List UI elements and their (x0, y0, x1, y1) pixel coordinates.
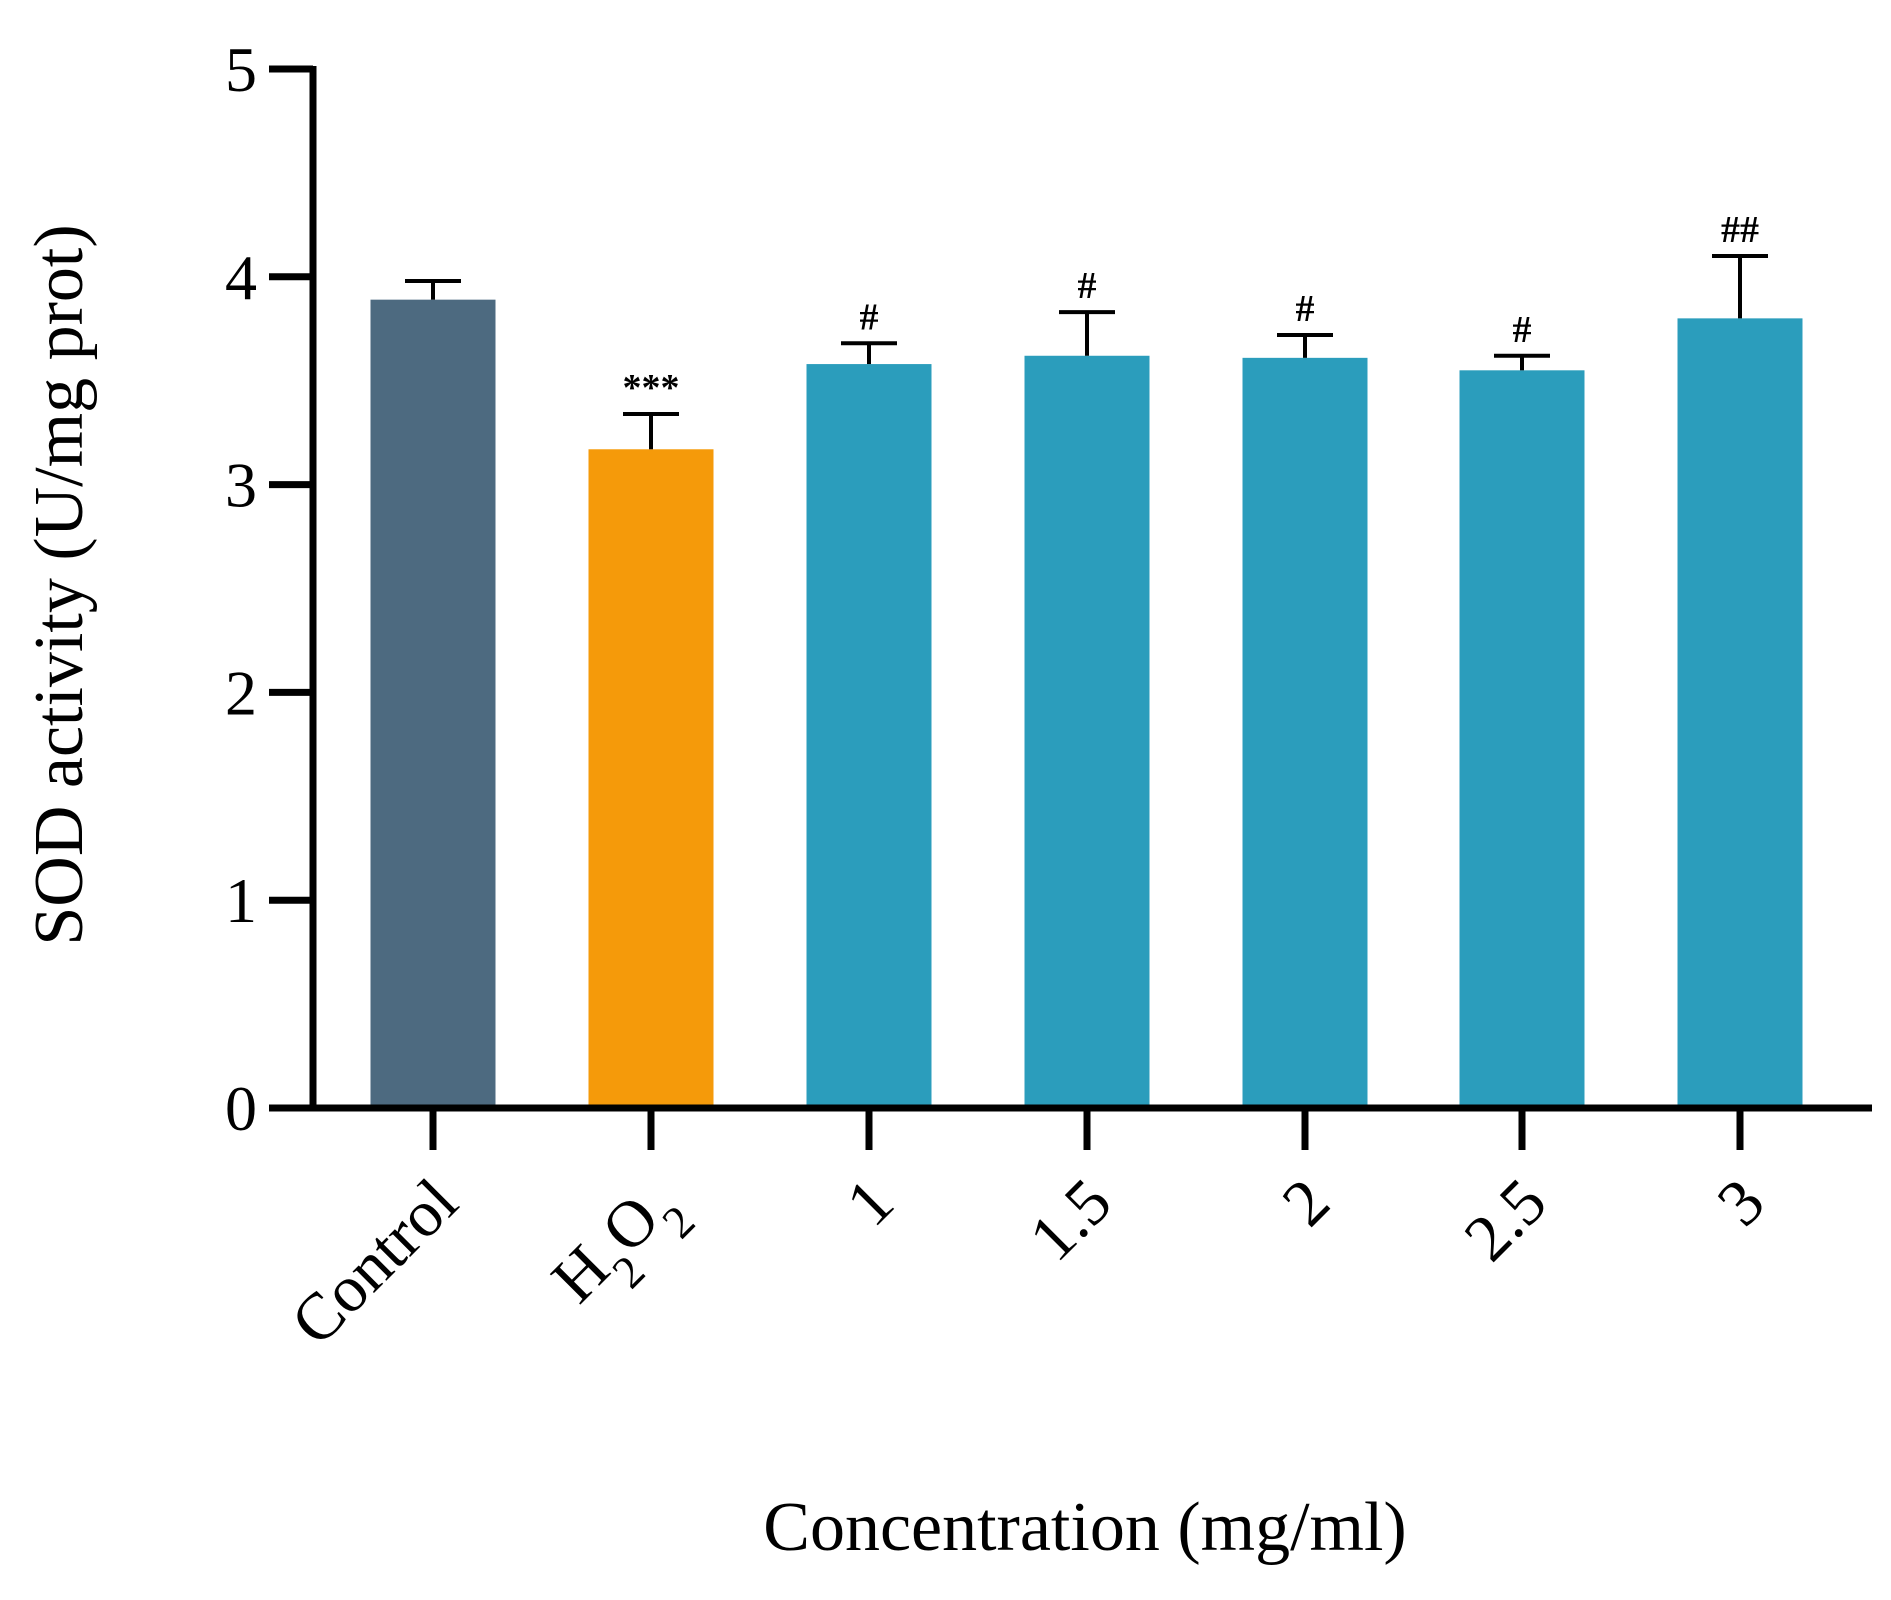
y-tick-label: 2 (225, 657, 257, 728)
bars-group (370, 299, 1803, 1109)
x-tick-label-h2o2: H2O2 (538, 1165, 704, 1331)
axes-group (269, 66, 1872, 1112)
bar-c2_5 (1459, 370, 1585, 1108)
bar-h2o2 (588, 449, 714, 1108)
y-axis-title: SOD activity (U/mg prot) (21, 224, 98, 945)
bar-c1_5 (1024, 355, 1150, 1108)
significance-h2o2: *** (623, 367, 680, 409)
x-axis-title: Concentration (mg/ml) (763, 1489, 1406, 1566)
significance-c1: # (860, 296, 879, 338)
y-tick-label: 1 (225, 865, 257, 936)
y-tick-label: 5 (225, 34, 257, 105)
y-ticks-group: 0 1 2 3 4 5 (225, 34, 313, 1144)
significance-c1_5: # (1078, 265, 1097, 307)
x-ticks-group: Control H2O2 1 1.5 2 2.5 3 (277, 1108, 1779, 1359)
x-tick-label-control: Control (277, 1165, 471, 1359)
bar-c2 (1242, 357, 1368, 1108)
x-tick-label-c1: 1 (833, 1165, 908, 1240)
x-tick-label-c2: 2 (1269, 1165, 1344, 1240)
x-tick-label-c2_5: 2.5 (1451, 1165, 1561, 1275)
y-tick-label: 0 (225, 1073, 257, 1144)
significance-group: ***### ### (623, 209, 1760, 409)
x-tick-label-c3: 3 (1704, 1165, 1779, 1240)
x-tick-label-c1_5: 1.5 (1016, 1165, 1126, 1275)
y-tick-label: 4 (225, 242, 257, 313)
bar-c3 (1677, 318, 1803, 1108)
error-bars-group (405, 254, 1768, 450)
significance-c3: ## (1721, 209, 1759, 251)
significance-c2_5: # (1513, 309, 1532, 351)
bar-c1 (806, 364, 932, 1108)
significance-c2: # (1296, 288, 1315, 330)
y-tick-label: 3 (225, 450, 257, 521)
bar-control (370, 299, 496, 1109)
